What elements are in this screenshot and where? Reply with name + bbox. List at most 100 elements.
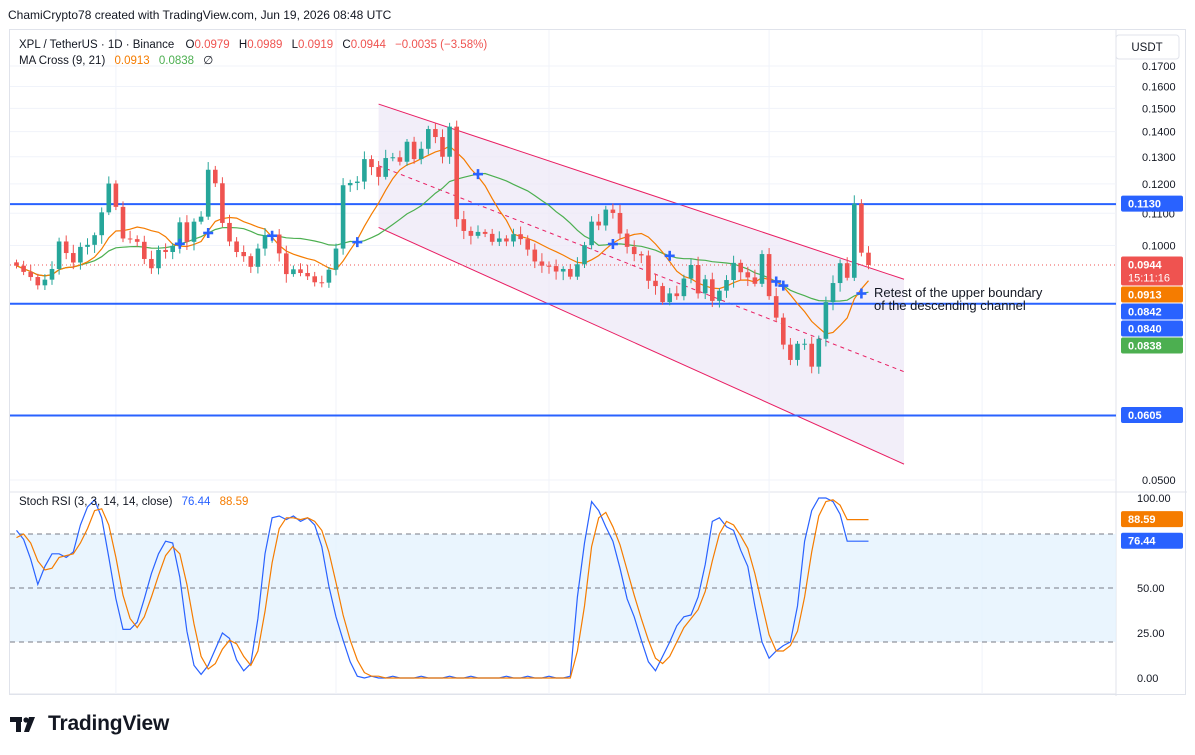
candlestick[interactable] bbox=[369, 155, 374, 176]
candlestick[interactable] bbox=[390, 152, 396, 162]
candlestick[interactable] bbox=[674, 285, 680, 300]
candlestick[interactable] bbox=[106, 176, 112, 216]
candlestick[interactable] bbox=[134, 235, 140, 247]
candlestick[interactable] bbox=[504, 235, 509, 247]
candlestick[interactable] bbox=[156, 245, 161, 275]
candlestick[interactable] bbox=[21, 260, 26, 276]
candlestick[interactable] bbox=[688, 258, 694, 284]
candlestick[interactable] bbox=[85, 238, 90, 255]
candlestick[interactable] bbox=[42, 274, 48, 290]
candlestick[interactable] bbox=[603, 205, 609, 231]
candlestick[interactable] bbox=[660, 282, 665, 305]
candlestick[interactable] bbox=[326, 267, 332, 288]
candlestick[interactable] bbox=[248, 253, 254, 273]
channel-lower-line[interactable] bbox=[378, 226, 905, 465]
candlestick[interactable] bbox=[497, 231, 502, 246]
candlestick[interactable] bbox=[149, 250, 154, 274]
candlestick[interactable] bbox=[220, 177, 225, 228]
candlestick[interactable] bbox=[617, 204, 623, 240]
candlestick[interactable] bbox=[582, 241, 587, 268]
candlestick[interactable] bbox=[255, 243, 261, 274]
candlestick[interactable] bbox=[475, 225, 481, 239]
candlestick[interactable] bbox=[759, 250, 765, 287]
candlestick[interactable] bbox=[539, 253, 545, 273]
candlestick[interactable] bbox=[213, 165, 218, 187]
candlestick[interactable] bbox=[816, 335, 822, 374]
candlestick[interactable] bbox=[766, 248, 772, 300]
candlestick[interactable] bbox=[333, 243, 339, 276]
candlestick[interactable] bbox=[170, 243, 175, 260]
candlestick[interactable] bbox=[347, 179, 353, 192]
candlestick[interactable] bbox=[468, 226, 474, 245]
candlestick[interactable] bbox=[49, 261, 55, 285]
candlestick[interactable] bbox=[404, 139, 410, 166]
channel-upper-line[interactable] bbox=[378, 103, 905, 280]
candlestick[interactable] bbox=[568, 264, 573, 280]
candlestick[interactable] bbox=[99, 207, 104, 244]
candlestick[interactable] bbox=[773, 287, 779, 322]
candlestick[interactable] bbox=[418, 141, 424, 165]
candlestick[interactable] bbox=[78, 242, 83, 270]
candlestick[interactable] bbox=[639, 251, 644, 264]
candlestick[interactable] bbox=[184, 215, 190, 250]
candlestick[interactable] bbox=[63, 235, 69, 260]
candlestick[interactable] bbox=[376, 161, 381, 186]
candlestick[interactable] bbox=[92, 232, 97, 253]
candlestick[interactable] bbox=[610, 203, 616, 219]
candlestick[interactable] bbox=[198, 211, 204, 225]
candlestick[interactable] bbox=[724, 275, 729, 298]
candlestick[interactable] bbox=[702, 274, 708, 300]
candlestick[interactable] bbox=[802, 338, 807, 350]
candlestick[interactable] bbox=[511, 228, 516, 247]
candlestick[interactable] bbox=[525, 235, 530, 256]
candlestick[interactable] bbox=[866, 246, 871, 270]
candlestick[interactable] bbox=[312, 271, 317, 287]
candlestick[interactable] bbox=[738, 259, 743, 281]
candlestick[interactable] bbox=[823, 296, 829, 347]
candlestick[interactable] bbox=[752, 269, 758, 287]
candlestick[interactable] bbox=[191, 218, 197, 251]
candlestick[interactable] bbox=[362, 151, 367, 190]
candlestick[interactable] bbox=[28, 264, 33, 281]
candlestick[interactable] bbox=[788, 338, 793, 366]
candlestick[interactable] bbox=[433, 123, 438, 144]
candlestick[interactable] bbox=[298, 263, 303, 277]
candlestick[interactable] bbox=[837, 259, 843, 292]
candlestick[interactable] bbox=[142, 235, 147, 265]
candlestick[interactable] bbox=[795, 341, 800, 366]
candlestick[interactable] bbox=[710, 272, 715, 308]
chart-canvas[interactable]: 0.1700 0.1600 0.1500 0.1400 0.1300 0.1200 0.11… bbox=[10, 30, 1187, 696]
candlestick[interactable] bbox=[127, 230, 133, 244]
candlestick[interactable] bbox=[234, 237, 239, 258]
candlestick[interactable] bbox=[653, 273, 658, 295]
candlestick[interactable] bbox=[440, 129, 445, 164]
candlestick[interactable] bbox=[120, 201, 126, 243]
candlestick[interactable] bbox=[426, 125, 431, 155]
candlestick[interactable] bbox=[809, 336, 814, 374]
candlestick[interactable] bbox=[276, 229, 282, 262]
candlestick[interactable] bbox=[35, 273, 41, 290]
candlestick[interactable] bbox=[518, 226, 523, 245]
candlestick[interactable] bbox=[461, 210, 467, 240]
candlestick[interactable] bbox=[859, 199, 864, 257]
candlestick[interactable] bbox=[646, 250, 651, 289]
candlestick[interactable] bbox=[56, 237, 62, 275]
candlestick[interactable] bbox=[227, 214, 232, 247]
candlestick[interactable] bbox=[284, 245, 289, 283]
chart-frame[interactable]: 0.1700 0.1600 0.1500 0.1400 0.1300 0.1200 0.11… bbox=[9, 29, 1187, 696]
candlestick[interactable] bbox=[781, 313, 786, 350]
candlestick[interactable] bbox=[319, 275, 325, 288]
candlestick[interactable] bbox=[241, 245, 246, 262]
candlestick[interactable] bbox=[852, 195, 857, 281]
candlestick[interactable] bbox=[454, 120, 459, 227]
candlestick[interactable] bbox=[291, 265, 296, 277]
candlestick[interactable] bbox=[624, 229, 630, 254]
candlestick[interactable] bbox=[71, 244, 76, 270]
currency-button[interactable]: USDT bbox=[1115, 34, 1180, 60]
candlestick[interactable] bbox=[113, 180, 119, 211]
candlestick[interactable] bbox=[844, 257, 850, 281]
candlestick[interactable] bbox=[717, 287, 722, 308]
candlestick[interactable] bbox=[560, 266, 566, 281]
candlestick[interactable] bbox=[411, 136, 417, 164]
candlestick[interactable] bbox=[553, 259, 559, 280]
